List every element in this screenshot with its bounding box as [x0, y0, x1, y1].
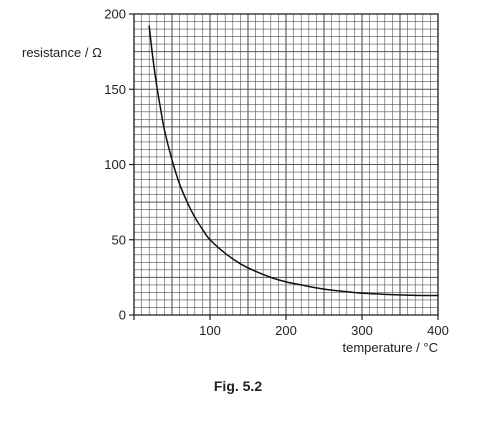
x-tick-label: 400 — [427, 323, 449, 338]
y-tick-label: 0 — [119, 308, 126, 323]
x-tick-label: 200 — [275, 323, 297, 338]
y-tick-label: 50 — [112, 232, 126, 247]
x-axis-label: temperature / °C — [342, 340, 438, 355]
y-tick-label: 100 — [104, 157, 126, 172]
series-line-layer — [148, 25, 439, 297]
axis-ticks: 100 200 300 400 0 50 100 150 200 — [104, 7, 449, 339]
x-tick-label: 100 — [199, 323, 221, 338]
series-line-0 — [148, 25, 439, 297]
grid — [133, 13, 439, 316]
x-tick-label: 300 — [351, 323, 373, 338]
y-tick-label: 200 — [104, 7, 126, 22]
y-tick-label: 150 — [104, 82, 126, 97]
figure-caption: Fig. 5.2 — [213, 378, 263, 394]
y-axis-label: resistance / Ω — [22, 45, 102, 60]
